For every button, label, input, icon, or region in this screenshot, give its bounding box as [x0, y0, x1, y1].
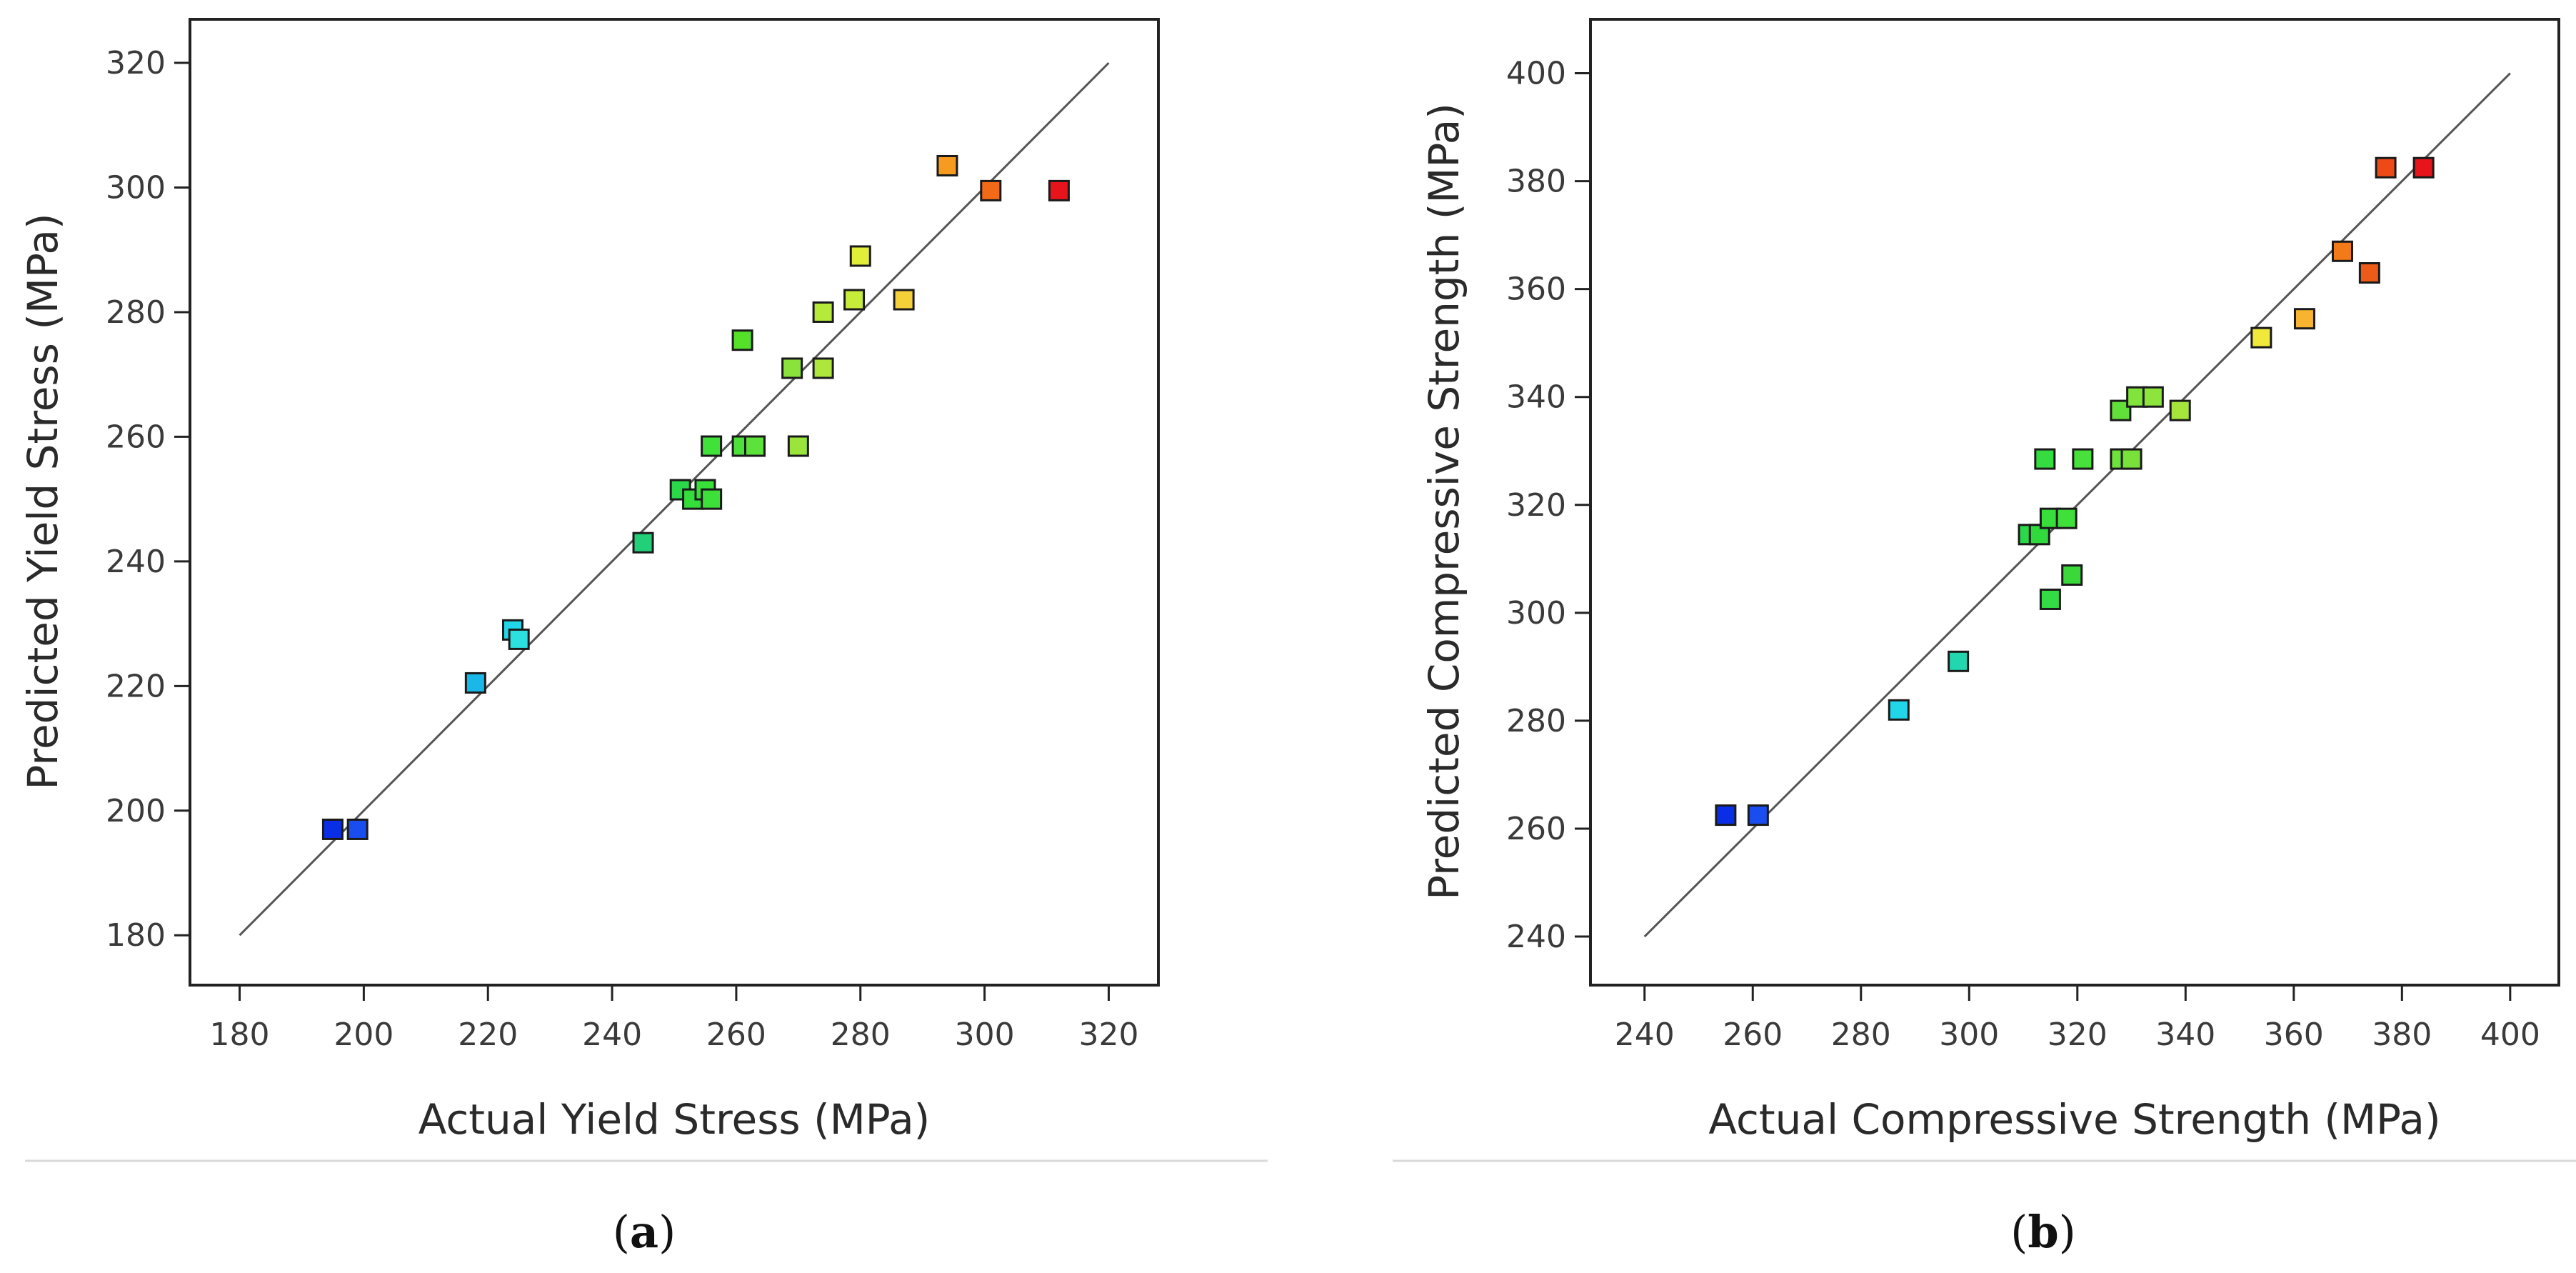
- data-point-b-16: [2142, 386, 2164, 408]
- x-tick-label-a-1: 200: [334, 1017, 394, 1053]
- y-tick-label-a-1: 200: [106, 793, 166, 829]
- x-axis-title-b: Actual Compressive Strength (MPa): [1708, 1095, 2440, 1144]
- y-tick-label-b-7: 380: [1506, 164, 1566, 200]
- x-tick-label-a-5: 280: [831, 1017, 891, 1053]
- data-point-b-0: [1715, 804, 1737, 827]
- y-tick-label-a-3: 240: [106, 544, 166, 580]
- y-tick-label-a-0: 180: [106, 917, 166, 954]
- caption-b-close: ): [2059, 1206, 2076, 1258]
- x-tick-label-a-6: 300: [955, 1017, 1015, 1053]
- x-tick-label-b-2: 280: [1831, 1017, 1891, 1053]
- x-tick-label-b-4: 320: [2048, 1017, 2108, 1053]
- data-point-b-3: [1948, 650, 1970, 672]
- x-axis-title-a: Actual Yield Stress (MPa): [419, 1095, 931, 1144]
- caption-a-close: ): [658, 1206, 676, 1258]
- panel-a: 180 200 220 240 260 280 300 320 180 200 220 240 260 2…: [19, 18, 1160, 1144]
- x-tick-label-b-5: 340: [2155, 1017, 2215, 1053]
- y-axis-title-b: Predicted Compressive Strength (MPa): [1420, 103, 1468, 900]
- y-tick-label-a-6: 300: [106, 170, 166, 206]
- data-point-b-21: [2358, 261, 2380, 284]
- data-point-a-4: [508, 628, 530, 650]
- data-point-a-18: [843, 289, 866, 311]
- data-point-a-21: [936, 154, 958, 176]
- data-point-a-23: [1048, 179, 1070, 201]
- data-point-b-18: [2250, 326, 2272, 349]
- data-point-a-22: [980, 179, 1002, 201]
- caption-b-letter: b: [2028, 1206, 2058, 1258]
- axes-b: 240 260 280 300 320 340 360 380 400 240 260 280 300 3…: [1506, 56, 2540, 1053]
- x-tick-label-b-6: 360: [2264, 1017, 2324, 1053]
- y-tick-label-b-4: 320: [1506, 487, 1566, 524]
- data-point-b-2: [1888, 699, 1910, 721]
- x-tick-label-a-3: 240: [582, 1017, 642, 1053]
- data-point-a-2: [464, 672, 486, 694]
- x-tick-label-b-0: 240: [1615, 1017, 1675, 1053]
- data-point-b-23: [2412, 156, 2435, 179]
- y-tick-label-b-0: 240: [1506, 919, 1566, 955]
- data-point-a-0: [321, 818, 344, 840]
- y-tick-label-b-8: 400: [1506, 56, 1566, 92]
- data-point-b-17: [2169, 399, 2191, 421]
- x-tick-label-b-7: 380: [2372, 1017, 2432, 1053]
- data-point-a-5: [632, 531, 654, 554]
- data-point-a-10: [701, 435, 723, 457]
- data-point-b-14: [2120, 448, 2143, 470]
- data-point-b-22: [2375, 156, 2397, 179]
- caption-b: (b): [2010, 1206, 2076, 1258]
- reference-line-b: [1643, 72, 2511, 938]
- data-point-b-8: [2039, 588, 2061, 610]
- points-b: [1715, 156, 2435, 827]
- y-tick-label-b-2: 280: [1506, 703, 1566, 739]
- data-point-a-1: [346, 818, 369, 840]
- caption-b-open: (: [2010, 1206, 2028, 1258]
- data-point-a-19: [849, 245, 871, 267]
- data-point-a-20: [893, 289, 915, 311]
- x-tick-label-a-7: 320: [1078, 1017, 1138, 1053]
- data-point-b-1: [1747, 804, 1769, 827]
- x-tick-label-b-8: 400: [2480, 1017, 2540, 1053]
- x-tick-label-b-3: 300: [1939, 1017, 1999, 1053]
- data-point-a-17: [812, 357, 834, 379]
- y-tick-label-b-3: 300: [1506, 595, 1566, 631]
- x-tick-label-a-2: 220: [458, 1017, 518, 1053]
- points-a: [321, 154, 1070, 840]
- data-point-a-16: [812, 301, 834, 323]
- data-point-b-20: [2331, 240, 2353, 262]
- data-point-b-19: [2293, 308, 2315, 330]
- data-point-b-11: [2072, 448, 2094, 470]
- data-point-a-14: [781, 357, 803, 379]
- y-tick-label-a-5: 280: [106, 294, 166, 331]
- caption-a: (a): [613, 1206, 676, 1258]
- y-axis-title-a: Predicted Yield Stress (MPa): [19, 213, 67, 789]
- y-tick-label-a-2: 220: [106, 668, 166, 704]
- panel-b: 240 260 280 300 320 340 360 380 400 240 260 280 300 3…: [1420, 18, 2560, 1144]
- y-tick-label-a-7: 320: [106, 45, 166, 81]
- y-tick-label-b-1: 260: [1506, 811, 1566, 847]
- caption-a-letter: a: [630, 1206, 658, 1258]
- data-point-a-15: [787, 435, 809, 457]
- x-tick-label-b-1: 260: [1723, 1017, 1783, 1053]
- y-tick-label-b-6: 360: [1506, 271, 1566, 308]
- data-point-b-9: [2055, 507, 2078, 529]
- data-point-a-9: [701, 488, 723, 510]
- y-tick-label-a-4: 260: [106, 419, 166, 455]
- data-point-a-11: [731, 329, 753, 351]
- x-tick-label-a-4: 260: [706, 1017, 766, 1053]
- data-point-b-10: [2061, 564, 2083, 586]
- x-tick-label-a-0: 180: [210, 1017, 270, 1053]
- axes-a: 180 200 220 240 260 280 300 320 180 200 220 240 260 2…: [106, 45, 1138, 1053]
- y-tick-label-b-5: 340: [1506, 379, 1566, 416]
- caption-a-open: (: [613, 1206, 630, 1258]
- data-point-b-6: [2034, 448, 2056, 470]
- data-point-a-13: [744, 435, 766, 457]
